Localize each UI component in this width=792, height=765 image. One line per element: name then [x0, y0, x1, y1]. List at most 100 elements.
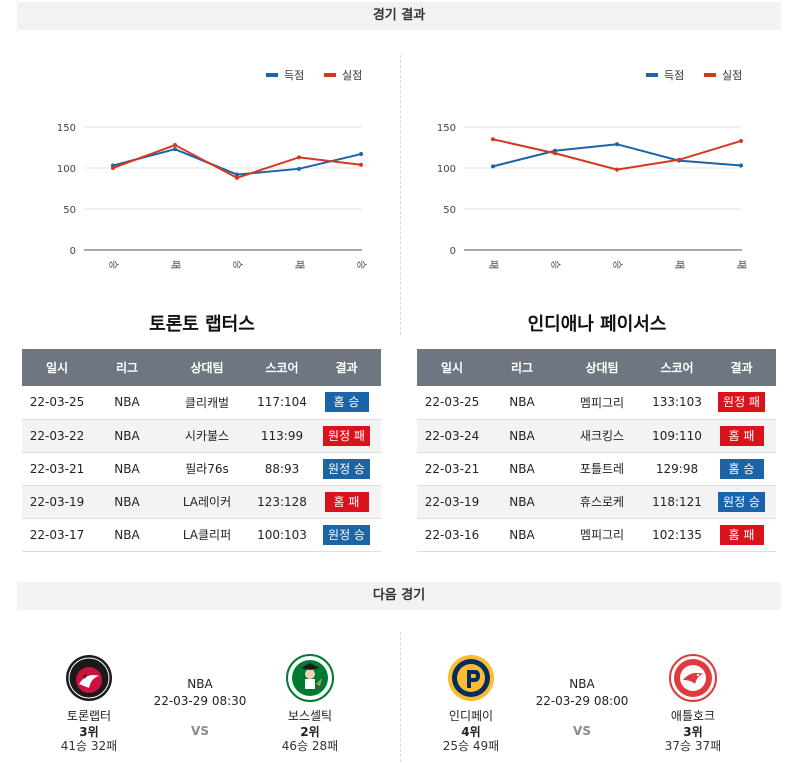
home-team-name: 인디페이	[448, 709, 494, 723]
away-team-name: 보스셀틱	[287, 709, 333, 723]
col-opponent-header: 상대팀	[162, 349, 252, 386]
league-cell: NBA	[92, 485, 162, 519]
table-row: 22-03-24 NBA 새크킹스 109:110 홈 패	[417, 419, 776, 453]
league-cell: NBA	[487, 485, 557, 519]
y-tick-label: 100	[437, 164, 456, 175]
away-team-record: 46승 28패	[281, 739, 339, 753]
opponent-cell: 멤피그리	[557, 386, 647, 420]
legend-label-conceded: 실점	[722, 69, 742, 82]
legend-label-conceded: 실점	[342, 69, 362, 82]
home-team-rank: 4위	[461, 725, 481, 739]
celtics-logo-icon	[286, 654, 334, 702]
table-row: 22-03-17 NBA LA클리퍼 100:103 원정 승	[22, 518, 381, 552]
y-tick-label: 100	[57, 164, 76, 175]
x-tick-label: 패	[673, 260, 685, 269]
col-date-header: 일시	[417, 349, 487, 386]
date-cell: 22-03-24	[417, 419, 487, 453]
table-row: 22-03-22 NBA 시카불스 113:99 원정 패	[22, 419, 381, 453]
indiana-chart: 0 50 100 150 패 승 승 패 패 득점 실점	[420, 60, 760, 275]
data-point	[173, 147, 177, 152]
col-score-header: 스코어	[647, 349, 707, 386]
opponent-cell: 포틀트레	[557, 452, 647, 486]
result-badge: 원정 승	[718, 491, 765, 512]
result-badge: 홈 승	[719, 458, 764, 479]
x-tick-label: 승	[549, 260, 561, 269]
toronto-chart-svg: 0 50 100 150 승 패 승 패 승 득점 실점	[57, 69, 367, 269]
opponent-cell: 휴스로케	[557, 485, 647, 519]
col-result-header: 결과	[312, 349, 381, 386]
result-cell: 원정 승	[312, 452, 381, 486]
score-cell: 118:121	[647, 485, 707, 519]
result-badge: 홈 승	[324, 392, 369, 413]
date-cell: 22-03-16	[417, 518, 487, 552]
y-tick-label: 0	[70, 246, 76, 257]
data-point	[615, 167, 619, 172]
data-point	[739, 163, 743, 168]
table-row: 22-03-25 NBA 멤피그리 133:103 원정 패	[417, 386, 776, 420]
table-row: 22-03-19 NBA 휴스로케 118:121 원정 승	[417, 485, 776, 519]
hawks-logo-icon	[669, 654, 717, 702]
x-tick-label: 승	[231, 260, 243, 269]
league-cell: NBA	[487, 452, 557, 486]
toronto-team-title: 토론토 랩터스	[149, 314, 255, 335]
results-section-header: 경기 결과	[17, 2, 781, 30]
next-game-datetime: 22-03-29 08:00	[535, 694, 629, 708]
score-cell: 129:98	[647, 452, 707, 486]
series-line-scored	[112, 148, 362, 176]
data-point	[173, 143, 177, 148]
away-team-record: 37승 37패	[664, 739, 722, 753]
result-cell: 홈 패	[707, 419, 776, 453]
date-cell: 22-03-21	[22, 452, 92, 486]
pacers-logo-icon	[447, 654, 495, 702]
indiana-team-title: 인디애나 페이서스	[527, 314, 667, 335]
result-badge: 홈 패	[719, 524, 764, 545]
score-cell: 117:104	[252, 386, 312, 420]
date-cell: 22-03-19	[22, 485, 92, 519]
legend-swatch-conceded	[704, 73, 716, 77]
date-cell: 22-03-21	[417, 452, 487, 486]
home-team-rank: 3위	[79, 725, 99, 739]
result-cell: 홈 승	[312, 386, 381, 420]
data-point	[359, 152, 363, 157]
y-tick-label: 50	[443, 205, 456, 216]
data-point	[491, 164, 495, 169]
data-point	[553, 151, 557, 156]
opponent-cell: LA클리퍼	[162, 518, 252, 552]
opponent-cell: 필라76s	[162, 452, 252, 486]
date-cell: 22-03-25	[22, 386, 92, 420]
vs-label: VS	[191, 724, 209, 738]
col-opponent-header: 상대팀	[557, 349, 647, 386]
col-date-header: 일시	[22, 349, 92, 386]
x-tick-label: 패	[487, 260, 499, 269]
result-cell: 원정 패	[312, 419, 381, 453]
data-point	[297, 166, 301, 171]
x-tick-label: 패	[293, 260, 305, 269]
next-games-section-header: 다음 경기	[17, 582, 781, 610]
col-league-header: 리그	[92, 349, 162, 386]
result-badge: 원정 패	[323, 425, 370, 446]
table-row: 22-03-19 NBA LA레이커 123:128 홈 패	[22, 485, 381, 519]
league-cell: NBA	[92, 419, 162, 453]
legend-swatch-scored	[646, 73, 658, 77]
x-tick-label: 패	[735, 260, 747, 269]
y-tick-label: 0	[450, 246, 456, 257]
indiana-chart-svg: 0 50 100 150 패 승 승 패 패 득점 실점	[437, 69, 747, 269]
next-game-league: NBA	[569, 677, 595, 691]
y-tick-label: 150	[57, 123, 76, 134]
league-cell: NBA	[92, 518, 162, 552]
y-tick-label: 150	[437, 123, 456, 134]
data-point	[235, 175, 239, 180]
data-point	[359, 162, 363, 167]
table-row: 22-03-21 NBA 필라76s 88:93 원정 승	[22, 452, 381, 486]
data-point	[297, 155, 301, 160]
table-header-row: 일시 리그 상대팀 스코어 결과	[417, 349, 776, 386]
result-badge: 원정 패	[718, 392, 765, 413]
x-tick-label: 승	[611, 260, 623, 269]
date-cell: 22-03-17	[22, 518, 92, 552]
away-team-name: 애틀호크	[670, 709, 716, 723]
away-team-rank: 3위	[683, 725, 703, 739]
opponent-cell: 멤피그리	[557, 518, 647, 552]
result-badge: 홈 패	[719, 425, 764, 446]
toronto-results-table: 일시 리그 상대팀 스코어 결과 22-03-25 NBA 클리캐벌 117:104 홈…	[22, 349, 381, 552]
col-score-header: 스코어	[252, 349, 312, 386]
